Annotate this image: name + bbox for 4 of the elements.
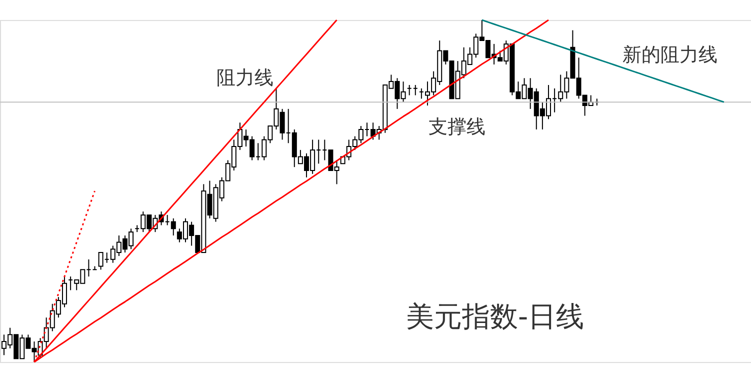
annotation: 新的阻力线: [622, 44, 718, 66]
annotation: 美元指数-日线: [406, 300, 584, 333]
annotation: 阻力线: [216, 67, 274, 89]
annotation: 支撑线: [428, 116, 486, 138]
